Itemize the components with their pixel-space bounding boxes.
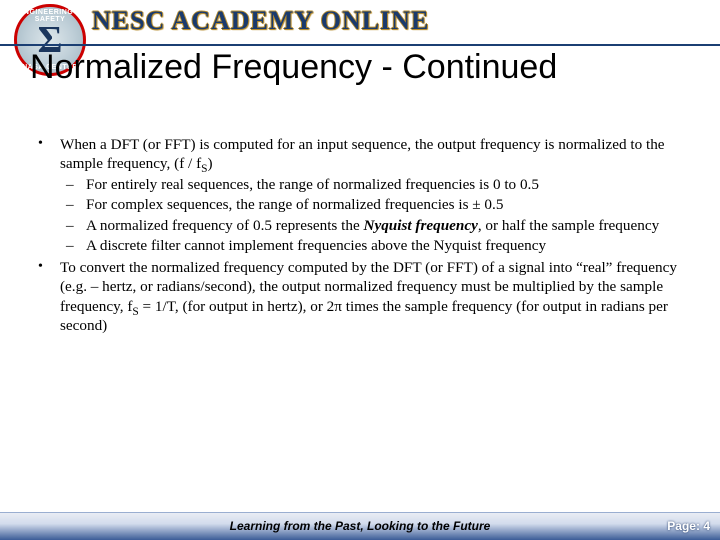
header-area: ENGINEERING & SAFETY NASA CENTER Σ NESC … <box>0 0 720 90</box>
bullet-1c-pre: A normalized frequency of 0.5 represents… <box>86 217 364 234</box>
bullet-list: When a DFT (or FFT) is computed for an i… <box>34 135 690 336</box>
footer-tagline: Learning from the Past, Looking to the F… <box>0 519 720 533</box>
bullet-1c: A normalized frequency of 0.5 represents… <box>60 216 690 235</box>
slide-page: ENGINEERING & SAFETY NASA CENTER Σ NESC … <box>0 0 720 540</box>
footer-page: Page: 4 <box>667 519 710 533</box>
brand-title: NESC ACADEMY ONLINE <box>92 6 710 36</box>
footer-bar: Learning from the Past, Looking to the F… <box>0 512 720 540</box>
bullet-1-text-post: ) <box>207 155 212 172</box>
slide-title: Normalized Frequency - Continued <box>30 48 557 87</box>
footer-page-number: 4 <box>703 519 710 533</box>
bullet-1c-post: , or half the sample frequency <box>478 217 659 234</box>
bullet-1-text-pre: When a DFT (or FFT) is computed for an i… <box>60 136 665 172</box>
bullet-1-sublist: For entirely real sequences, the range o… <box>60 175 690 256</box>
bullet-2-post: = 1/T, (for output in hertz), or 2π time… <box>60 298 668 334</box>
bullet-1d: A discrete filter cannot implement frequ… <box>60 236 690 255</box>
bullet-1c-em: Nyquist frequency <box>364 217 478 234</box>
bullet-1b: For complex sequences, the range of norm… <box>60 195 690 214</box>
footer-page-label: Page: <box>667 519 703 533</box>
bullet-2: To convert the normalized frequency comp… <box>34 258 690 336</box>
header-rule <box>0 44 720 46</box>
bullet-1a: For entirely real sequences, the range o… <box>60 175 690 194</box>
bullet-1: When a DFT (or FFT) is computed for an i… <box>34 135 690 256</box>
content-area: When a DFT (or FFT) is computed for an i… <box>34 135 690 338</box>
